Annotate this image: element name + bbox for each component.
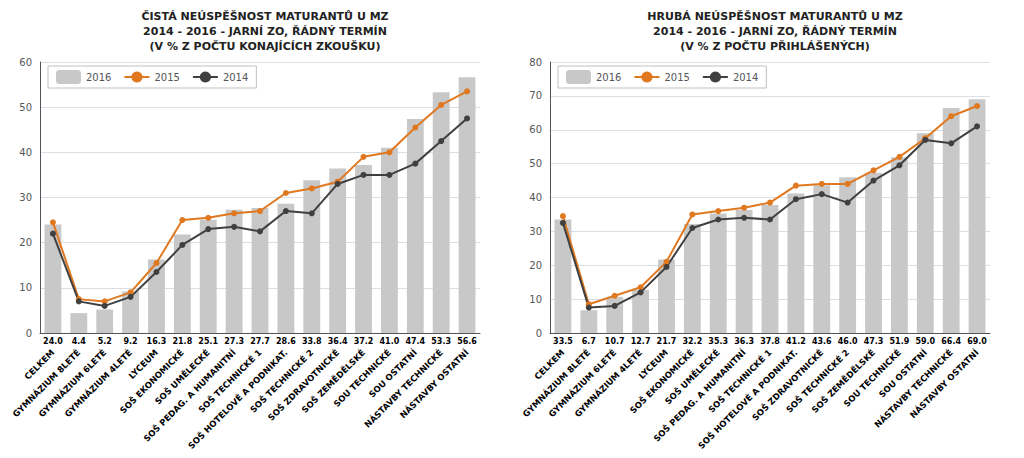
svg-text:32.2: 32.2 xyxy=(682,337,702,346)
svg-text:60: 60 xyxy=(529,124,542,135)
svg-text:30: 30 xyxy=(19,192,32,203)
svg-text:36.4: 36.4 xyxy=(328,337,348,346)
svg-text:70: 70 xyxy=(529,90,542,101)
svg-text:46.0: 46.0 xyxy=(838,337,858,346)
svg-text:80: 80 xyxy=(529,57,542,68)
svg-text:GYMNÁZIUM 8LETÉ: GYMNÁZIUM 8LETÉ xyxy=(10,347,83,420)
svg-text:SOŠ UMĚLECKÉ: SOŠ UMĚLECKÉ xyxy=(152,347,212,407)
svg-text:27.3: 27.3 xyxy=(224,337,244,346)
svg-text:(V % Z POČTU PŘIHLÁŠENÝCH): (V % Z POČTU PŘIHLÁŠENÝCH) xyxy=(680,40,870,53)
svg-text:37.8: 37.8 xyxy=(760,337,780,346)
svg-text:2014 - 2016 - JARNÍ ZO, ŘÁDNÝ: 2014 - 2016 - JARNÍ ZO, ŘÁDNÝ TERMÍN xyxy=(653,25,897,38)
svg-text:SOŠ ZEMĚDĚLSKÉ: SOŠ ZEMĚDĚLSKÉ xyxy=(809,347,878,415)
svg-text:47.4: 47.4 xyxy=(405,337,425,346)
svg-text:CELKEM: CELKEM xyxy=(22,347,57,382)
svg-text:40: 40 xyxy=(19,147,32,158)
svg-text:16.3: 16.3 xyxy=(147,337,167,346)
svg-text:GYMNÁZIUM 8LETÉ: GYMNÁZIUM 8LETÉ xyxy=(520,347,593,420)
svg-text:SOŠ PEDAG. A HUMANITNÍ: SOŠ PEDAG. A HUMANITNÍ xyxy=(141,347,238,444)
svg-text:21.8: 21.8 xyxy=(172,337,192,346)
svg-text:60: 60 xyxy=(19,57,32,68)
svg-text:35.3: 35.3 xyxy=(708,337,728,346)
svg-text:69.0: 69.0 xyxy=(967,337,987,346)
svg-text:4.4: 4.4 xyxy=(72,337,87,346)
svg-text:SOŠ TECHNICKÉ 2: SOŠ TECHNICKÉ 2 xyxy=(248,347,316,415)
svg-text:30: 30 xyxy=(529,226,542,237)
svg-text:33.5: 33.5 xyxy=(553,337,573,346)
svg-text:SOŠ PEDAG. A HUMANITNÍ: SOŠ PEDAG. A HUMANITNÍ xyxy=(651,347,748,444)
svg-text:CELKEM: CELKEM xyxy=(532,347,567,382)
svg-text:SOŠ TECHNICKÉ 2: SOŠ TECHNICKÉ 2 xyxy=(784,347,852,415)
svg-text:0: 0 xyxy=(536,328,542,339)
svg-text:40: 40 xyxy=(529,192,542,203)
svg-text:2014 - 2016 - JARNÍ ZO, ŘÁDNÝ: 2014 - 2016 - JARNÍ ZO, ŘÁDNÝ TERMÍN xyxy=(143,25,387,38)
svg-text:LYCEUM: LYCEUM xyxy=(126,347,160,381)
svg-text:SOŠ HOTELOVÉ A PODNIKAT.: SOŠ HOTELOVÉ A PODNIKAT. xyxy=(185,347,289,451)
svg-text:LYCEUM: LYCEUM xyxy=(636,347,670,381)
svg-text:10: 10 xyxy=(529,294,542,305)
svg-text:NÁSTAVBY TECHNICKÉ: NÁSTAVBY TECHNICKÉ xyxy=(872,347,955,430)
svg-text:33.8: 33.8 xyxy=(302,337,322,346)
svg-text:6.7: 6.7 xyxy=(582,337,596,346)
svg-text:GYMNÁZIUM 6LETÉ: GYMNÁZIUM 6LETÉ xyxy=(36,347,109,420)
svg-text:2015: 2015 xyxy=(664,72,689,83)
svg-text:5.2: 5.2 xyxy=(98,337,112,346)
svg-text:25.1: 25.1 xyxy=(198,337,218,346)
svg-text:66.4: 66.4 xyxy=(941,337,961,346)
svg-text:NÁSTAVBY OSTATNÍ: NÁSTAVBY OSTATNÍ xyxy=(397,347,471,421)
svg-text:SOŠ EKONOMICKÉ: SOŠ EKONOMICKÉ xyxy=(117,347,186,416)
svg-text:SOŠ HOTELOVÉ A PODNIKAT.: SOŠ HOTELOVÉ A PODNIKAT. xyxy=(695,347,799,451)
svg-text:SOŠ EKONOMICKÉ: SOŠ EKONOMICKÉ xyxy=(627,347,696,416)
svg-text:2014: 2014 xyxy=(733,72,758,83)
svg-text:GYMNÁZIUM 4LETÉ: GYMNÁZIUM 4LETÉ xyxy=(62,347,135,420)
svg-text:50: 50 xyxy=(529,158,542,169)
svg-text:SOŠ UMĚLECKÉ: SOŠ UMĚLECKÉ xyxy=(662,347,722,407)
svg-text:SOU TECHNICKÉ: SOU TECHNICKÉ xyxy=(331,347,393,409)
svg-text:GYMNÁZIUM 6LETÉ: GYMNÁZIUM 6LETÉ xyxy=(546,347,619,420)
svg-text:27.7: 27.7 xyxy=(250,337,270,346)
svg-text:21.7: 21.7 xyxy=(657,337,677,346)
svg-text:ČISTÁ NEÚSPĚŠNOST MATURANTŮ U: ČISTÁ NEÚSPĚŠNOST MATURANTŮ U MZ xyxy=(141,10,388,23)
svg-text:(V % Z POČTU KONAJÍCÍCH ZKOUŠK: (V % Z POČTU KONAJÍCÍCH ZKOUŠKU) xyxy=(150,40,381,53)
svg-text:2016: 2016 xyxy=(596,72,621,83)
svg-text:51.9: 51.9 xyxy=(890,337,910,346)
svg-text:SOŠ ZDRAVOTNICKÉ: SOŠ ZDRAVOTNICKÉ xyxy=(266,347,342,423)
svg-text:SOU OSTATNÍ: SOU OSTATNÍ xyxy=(876,347,929,400)
svg-text:10.7: 10.7 xyxy=(605,337,625,346)
svg-text:59.0: 59.0 xyxy=(915,337,935,346)
svg-text:0: 0 xyxy=(26,328,32,339)
svg-text:SOŠ TECHNICKÉ 1: SOŠ TECHNICKÉ 1 xyxy=(196,347,264,415)
svg-text:41.0: 41.0 xyxy=(380,337,400,346)
svg-text:SOŠ ZEMĚDĚLSKÉ: SOŠ ZEMĚDĚLSKÉ xyxy=(299,347,368,415)
svg-text:2014: 2014 xyxy=(223,72,248,83)
svg-text:28.6: 28.6 xyxy=(276,337,296,346)
svg-text:43.6: 43.6 xyxy=(812,337,832,346)
svg-text:2015: 2015 xyxy=(154,72,179,83)
svg-text:36.3: 36.3 xyxy=(734,337,754,346)
svg-text:20: 20 xyxy=(529,260,542,271)
svg-text:47.3: 47.3 xyxy=(864,337,884,346)
svg-text:SOŠ TECHNICKÉ 1: SOŠ TECHNICKÉ 1 xyxy=(706,347,774,415)
svg-text:20: 20 xyxy=(19,237,32,248)
svg-text:NÁSTAVBY TECHNICKÉ: NÁSTAVBY TECHNICKÉ xyxy=(362,347,445,430)
svg-text:HRUBÁ NEÚSPĚŠNOST MATURANTŮ U: HRUBÁ NEÚSPĚŠNOST MATURANTŮ U MZ xyxy=(647,10,902,23)
svg-text:10: 10 xyxy=(19,282,32,293)
svg-text:53.3: 53.3 xyxy=(431,337,451,346)
svg-text:50: 50 xyxy=(19,102,32,113)
svg-text:12.7: 12.7 xyxy=(631,337,651,346)
svg-text:SOŠ ZDRAVOTNICKÉ: SOŠ ZDRAVOTNICKÉ xyxy=(750,347,826,423)
svg-text:37.2: 37.2 xyxy=(354,337,374,346)
svg-text:41.2: 41.2 xyxy=(786,337,806,346)
svg-text:2016: 2016 xyxy=(86,72,111,83)
svg-text:GYMNÁZIUM 4LETÉ: GYMNÁZIUM 4LETÉ xyxy=(572,347,645,420)
svg-text:56.6: 56.6 xyxy=(457,337,477,346)
svg-text:SOU TECHNICKÉ: SOU TECHNICKÉ xyxy=(841,347,903,409)
svg-text:24.0: 24.0 xyxy=(43,337,63,346)
svg-text:SOU OSTATNÍ: SOU OSTATNÍ xyxy=(366,347,419,400)
svg-text:9.2: 9.2 xyxy=(124,337,138,346)
svg-text:NÁSTAVBY OSTATNÍ: NÁSTAVBY OSTATNÍ xyxy=(907,347,981,421)
